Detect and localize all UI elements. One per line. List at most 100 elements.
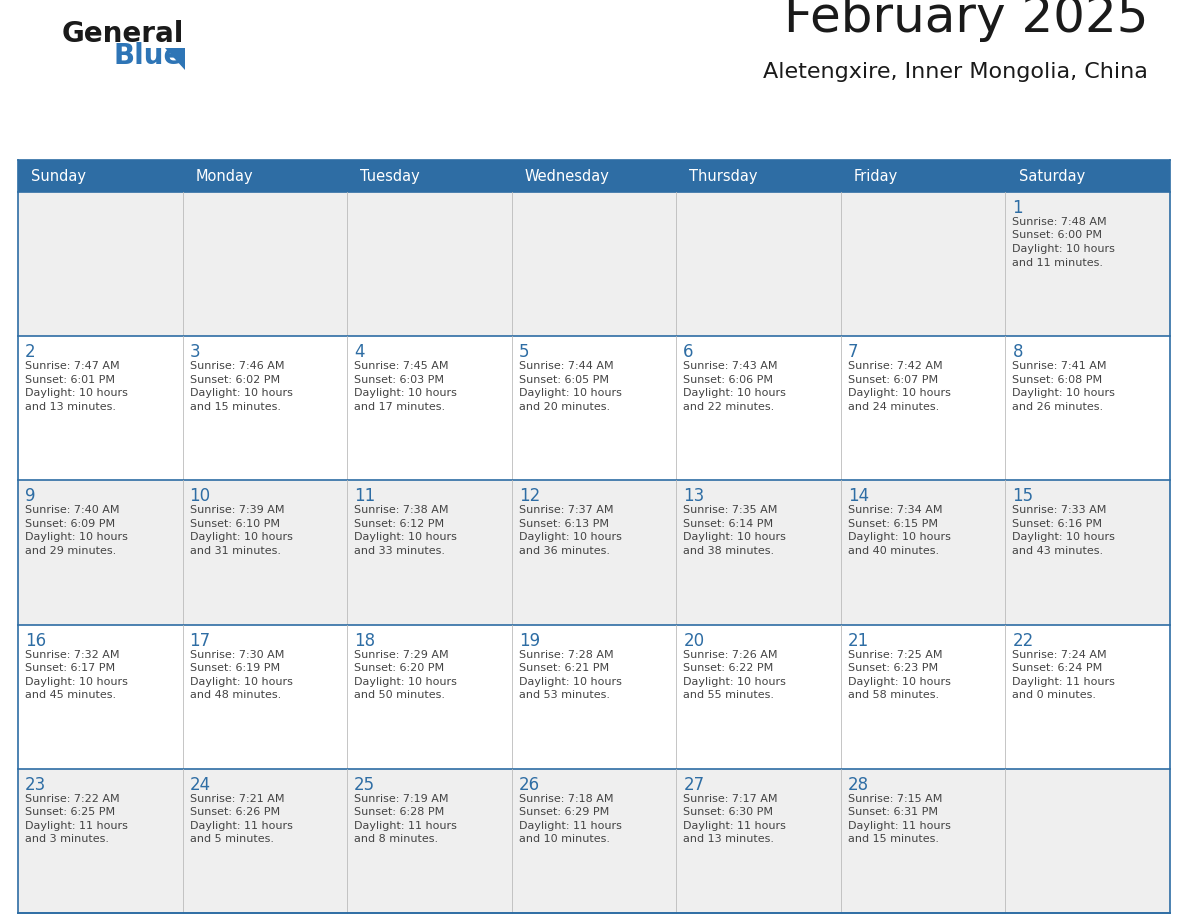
Text: and 13 minutes.: and 13 minutes. — [683, 834, 775, 845]
Text: 6: 6 — [683, 343, 694, 361]
Text: 3: 3 — [190, 343, 201, 361]
Text: Sunset: 6:21 PM: Sunset: 6:21 PM — [519, 663, 608, 673]
Text: Sunrise: 7:44 AM: Sunrise: 7:44 AM — [519, 361, 613, 371]
Text: Daylight: 10 hours: Daylight: 10 hours — [25, 532, 128, 543]
Bar — [18, 336, 1170, 480]
Text: Sunset: 6:31 PM: Sunset: 6:31 PM — [848, 807, 937, 817]
Text: 16: 16 — [25, 632, 46, 650]
Text: Sunset: 6:06 PM: Sunset: 6:06 PM — [683, 375, 773, 385]
Text: and 29 minutes.: and 29 minutes. — [25, 546, 116, 556]
Text: Sunset: 6:26 PM: Sunset: 6:26 PM — [190, 807, 279, 817]
Text: Sunset: 6:05 PM: Sunset: 6:05 PM — [519, 375, 608, 385]
Text: Daylight: 10 hours: Daylight: 10 hours — [190, 677, 292, 687]
Text: Tuesday: Tuesday — [360, 169, 421, 184]
Text: Sunset: 6:19 PM: Sunset: 6:19 PM — [190, 663, 279, 673]
Polygon shape — [165, 48, 185, 70]
Text: Sunrise: 7:38 AM: Sunrise: 7:38 AM — [354, 506, 449, 515]
Text: Daylight: 10 hours: Daylight: 10 hours — [683, 532, 786, 543]
Text: Sunrise: 7:18 AM: Sunrise: 7:18 AM — [519, 794, 613, 804]
Text: 17: 17 — [190, 632, 210, 650]
Text: Daylight: 10 hours: Daylight: 10 hours — [519, 388, 621, 398]
Text: Daylight: 11 hours: Daylight: 11 hours — [683, 821, 786, 831]
Text: 10: 10 — [190, 487, 210, 506]
Text: Daylight: 11 hours: Daylight: 11 hours — [354, 821, 457, 831]
Bar — [18, 480, 1170, 624]
Text: 14: 14 — [848, 487, 868, 506]
Text: Daylight: 10 hours: Daylight: 10 hours — [354, 388, 457, 398]
Text: Sunrise: 7:17 AM: Sunrise: 7:17 AM — [683, 794, 778, 804]
Text: and 0 minutes.: and 0 minutes. — [1012, 690, 1097, 700]
Bar — [18, 624, 1170, 768]
Text: and 50 minutes.: and 50 minutes. — [354, 690, 446, 700]
Text: Sunrise: 7:34 AM: Sunrise: 7:34 AM — [848, 506, 942, 515]
Text: Saturday: Saturday — [1018, 169, 1085, 184]
Text: Sunset: 6:22 PM: Sunset: 6:22 PM — [683, 663, 773, 673]
Text: Daylight: 10 hours: Daylight: 10 hours — [519, 677, 621, 687]
Text: 7: 7 — [848, 343, 859, 361]
Text: Sunrise: 7:26 AM: Sunrise: 7:26 AM — [683, 650, 778, 660]
Text: Monday: Monday — [196, 169, 253, 184]
Text: Sunrise: 7:46 AM: Sunrise: 7:46 AM — [190, 361, 284, 371]
Text: Sunrise: 7:47 AM: Sunrise: 7:47 AM — [25, 361, 120, 371]
Text: and 48 minutes.: and 48 minutes. — [190, 690, 280, 700]
Text: Sunset: 6:10 PM: Sunset: 6:10 PM — [190, 519, 279, 529]
Text: Sunrise: 7:41 AM: Sunrise: 7:41 AM — [1012, 361, 1107, 371]
Text: 27: 27 — [683, 776, 704, 794]
Text: and 53 minutes.: and 53 minutes. — [519, 690, 609, 700]
Text: 21: 21 — [848, 632, 870, 650]
Text: and 22 minutes.: and 22 minutes. — [683, 402, 775, 411]
Text: Sunset: 6:29 PM: Sunset: 6:29 PM — [519, 807, 609, 817]
Text: Daylight: 10 hours: Daylight: 10 hours — [1012, 388, 1116, 398]
Text: Sunset: 6:17 PM: Sunset: 6:17 PM — [25, 663, 115, 673]
Text: Sunset: 6:12 PM: Sunset: 6:12 PM — [354, 519, 444, 529]
Text: Sunrise: 7:45 AM: Sunrise: 7:45 AM — [354, 361, 449, 371]
Text: 28: 28 — [848, 776, 868, 794]
Text: 22: 22 — [1012, 632, 1034, 650]
Text: Daylight: 10 hours: Daylight: 10 hours — [683, 677, 786, 687]
Bar — [18, 768, 1170, 913]
Text: Sunset: 6:09 PM: Sunset: 6:09 PM — [25, 519, 115, 529]
Text: and 5 minutes.: and 5 minutes. — [190, 834, 273, 845]
Text: Sunset: 6:24 PM: Sunset: 6:24 PM — [1012, 663, 1102, 673]
Text: Daylight: 10 hours: Daylight: 10 hours — [190, 532, 292, 543]
Text: 19: 19 — [519, 632, 539, 650]
Text: Daylight: 10 hours: Daylight: 10 hours — [1012, 244, 1116, 254]
Text: 25: 25 — [354, 776, 375, 794]
Text: 4: 4 — [354, 343, 365, 361]
Text: 26: 26 — [519, 776, 539, 794]
Text: Sunrise: 7:40 AM: Sunrise: 7:40 AM — [25, 506, 120, 515]
Text: Sunrise: 7:21 AM: Sunrise: 7:21 AM — [190, 794, 284, 804]
Text: Sunrise: 7:25 AM: Sunrise: 7:25 AM — [848, 650, 942, 660]
Text: Blue: Blue — [114, 42, 183, 70]
Text: Sunrise: 7:35 AM: Sunrise: 7:35 AM — [683, 506, 778, 515]
Text: Wednesday: Wednesday — [525, 169, 609, 184]
Text: Daylight: 11 hours: Daylight: 11 hours — [25, 821, 128, 831]
Text: and 58 minutes.: and 58 minutes. — [848, 690, 939, 700]
Text: Sunset: 6:03 PM: Sunset: 6:03 PM — [354, 375, 444, 385]
Text: Daylight: 10 hours: Daylight: 10 hours — [683, 388, 786, 398]
Text: Sunrise: 7:29 AM: Sunrise: 7:29 AM — [354, 650, 449, 660]
Text: and 24 minutes.: and 24 minutes. — [848, 402, 939, 411]
Text: Sunset: 6:02 PM: Sunset: 6:02 PM — [190, 375, 279, 385]
Text: 9: 9 — [25, 487, 36, 506]
Text: Daylight: 11 hours: Daylight: 11 hours — [519, 821, 621, 831]
Text: and 36 minutes.: and 36 minutes. — [519, 546, 609, 556]
Text: Sunset: 6:01 PM: Sunset: 6:01 PM — [25, 375, 115, 385]
Text: and 26 minutes.: and 26 minutes. — [1012, 402, 1104, 411]
Text: Sunrise: 7:32 AM: Sunrise: 7:32 AM — [25, 650, 120, 660]
Text: 5: 5 — [519, 343, 529, 361]
Text: Sunset: 6:30 PM: Sunset: 6:30 PM — [683, 807, 773, 817]
Text: 13: 13 — [683, 487, 704, 506]
Text: 18: 18 — [354, 632, 375, 650]
Text: Daylight: 10 hours: Daylight: 10 hours — [354, 532, 457, 543]
Text: Sunrise: 7:48 AM: Sunrise: 7:48 AM — [1012, 217, 1107, 227]
Text: and 33 minutes.: and 33 minutes. — [354, 546, 446, 556]
Text: Sunset: 6:14 PM: Sunset: 6:14 PM — [683, 519, 773, 529]
Text: Daylight: 10 hours: Daylight: 10 hours — [25, 677, 128, 687]
Text: Sunset: 6:13 PM: Sunset: 6:13 PM — [519, 519, 608, 529]
Text: Daylight: 10 hours: Daylight: 10 hours — [190, 388, 292, 398]
Text: Sunset: 6:07 PM: Sunset: 6:07 PM — [848, 375, 939, 385]
Text: and 8 minutes.: and 8 minutes. — [354, 834, 438, 845]
Text: and 45 minutes.: and 45 minutes. — [25, 690, 116, 700]
Text: Sunrise: 7:43 AM: Sunrise: 7:43 AM — [683, 361, 778, 371]
